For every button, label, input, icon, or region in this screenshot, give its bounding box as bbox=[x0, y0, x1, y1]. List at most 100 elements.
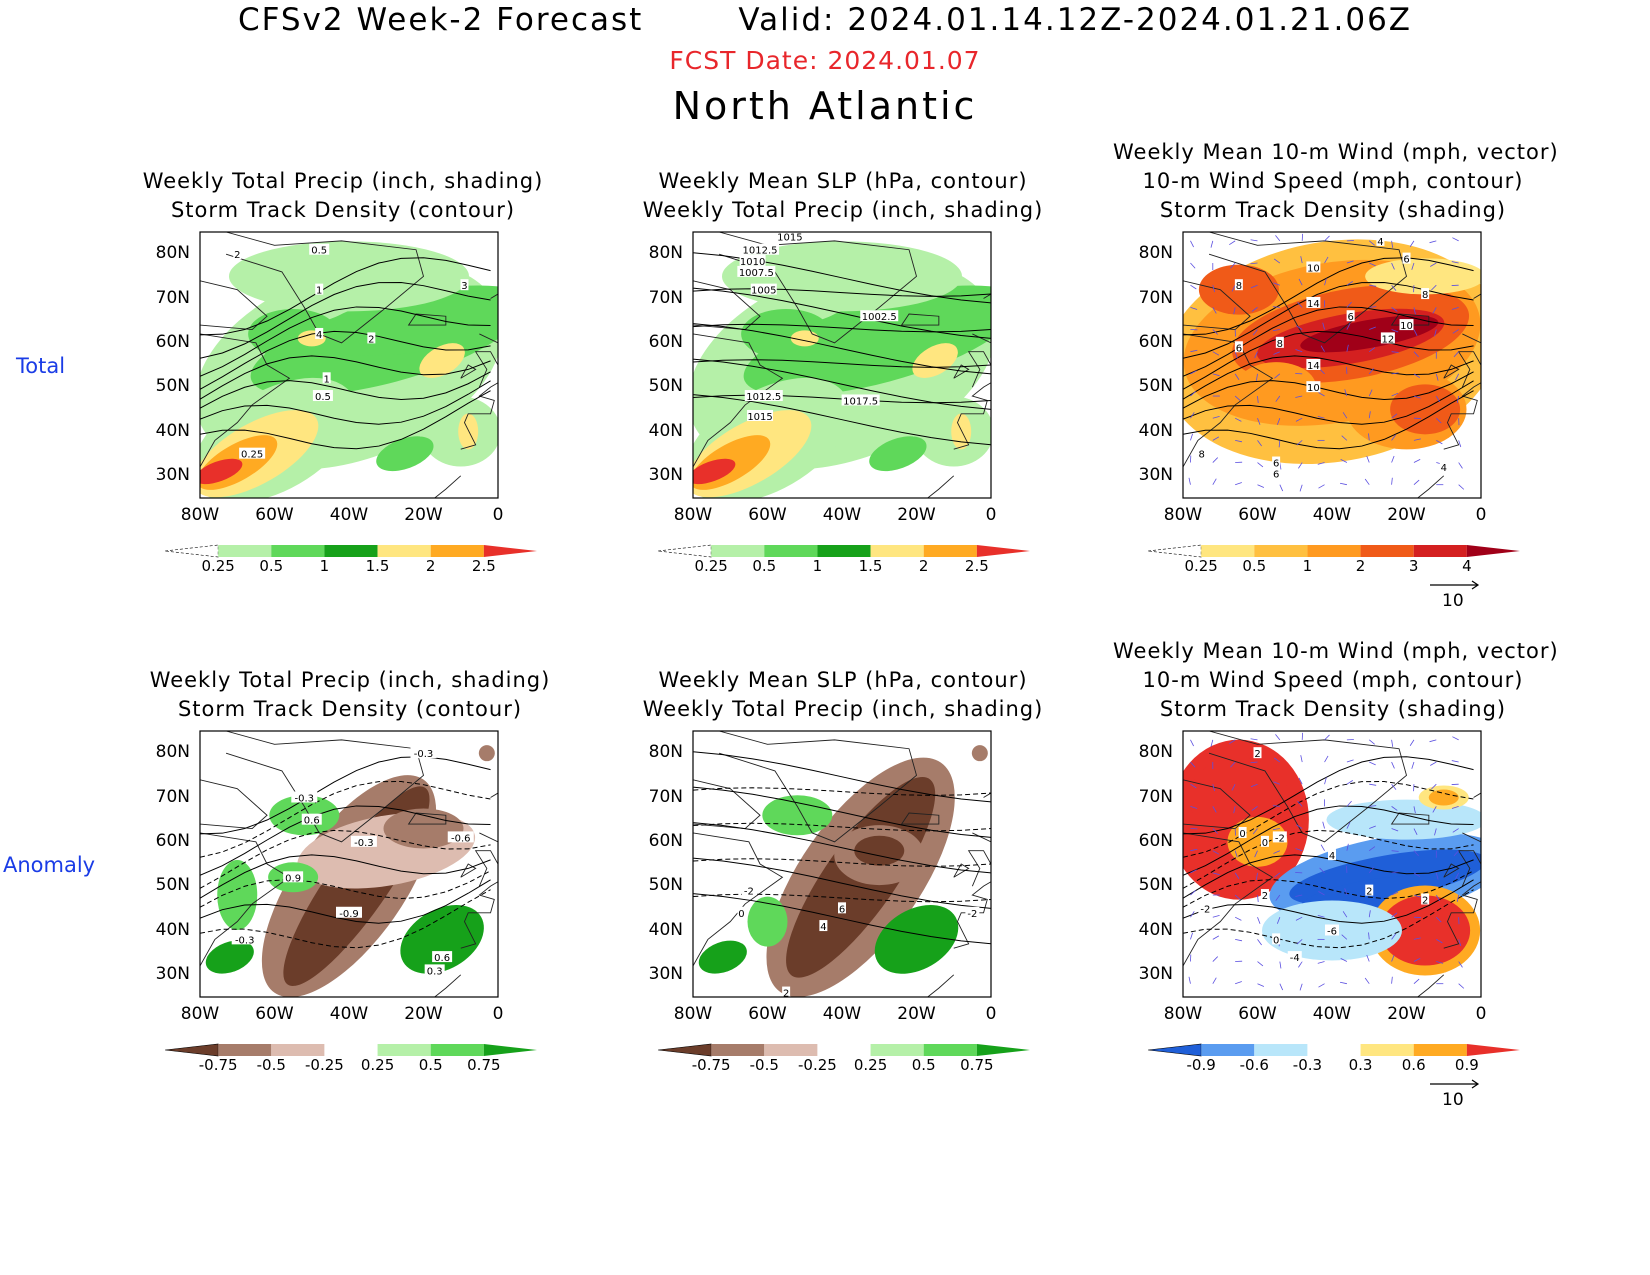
lon-tick-label: 60W bbox=[1238, 1004, 1277, 1024]
wind-vector bbox=[1212, 977, 1217, 984]
contour-label: -2 bbox=[1200, 904, 1210, 915]
contour-line bbox=[693, 302, 991, 333]
lat-tick-label: 60N bbox=[1138, 830, 1173, 851]
colorbar-label: 0.5 bbox=[259, 557, 284, 575]
contour-label: 2 bbox=[1422, 895, 1428, 906]
wind-vector bbox=[1298, 462, 1303, 469]
wind-vector bbox=[1452, 736, 1459, 741]
colorbar-label: 4 bbox=[1462, 557, 1472, 575]
contour-label: 4 bbox=[1329, 851, 1335, 862]
wind-vector bbox=[1413, 373, 1421, 379]
contour-label: 1 bbox=[323, 374, 329, 385]
lon-tick-label: 80W bbox=[1163, 1004, 1203, 1024]
wind-vector bbox=[1295, 395, 1303, 398]
wind-vector bbox=[1233, 307, 1236, 315]
wind-vector bbox=[1276, 418, 1281, 425]
wind-vector bbox=[1272, 828, 1280, 831]
contour-line bbox=[200, 371, 491, 409]
map-frame bbox=[199, 730, 499, 998]
wind-vector bbox=[1324, 256, 1329, 264]
row-label-anomaly: Anomaly bbox=[3, 853, 96, 877]
colorbar-label: -0.25 bbox=[305, 1056, 344, 1074]
colorbar-label: 1.5 bbox=[858, 557, 883, 575]
colorbar-label: 1 bbox=[812, 557, 823, 575]
colorbar-cell bbox=[1307, 545, 1361, 557]
wind-vector bbox=[1369, 783, 1377, 786]
wind-vector bbox=[1391, 806, 1398, 811]
colorbar-cell bbox=[1413, 545, 1467, 557]
contour-line bbox=[200, 854, 491, 899]
colorbar-cell bbox=[377, 545, 431, 557]
contour-label: -0.3 bbox=[414, 749, 434, 760]
contour-line bbox=[1183, 380, 1474, 425]
wind-vector bbox=[1231, 285, 1236, 292]
wind-vector bbox=[1212, 478, 1217, 485]
contour-line bbox=[693, 837, 991, 867]
wind-vector bbox=[1300, 755, 1303, 763]
contour-label: 0 bbox=[738, 909, 744, 920]
wind-vector bbox=[1276, 917, 1281, 924]
contour-label: 1002.5 bbox=[862, 312, 897, 323]
contour-label: 2 bbox=[1254, 749, 1260, 760]
wind-vector bbox=[1295, 349, 1303, 353]
contour-label: -0.6 bbox=[451, 833, 471, 844]
vector-reference-arrow bbox=[1430, 580, 1480, 590]
wind-vector bbox=[1190, 890, 1196, 896]
contour-label: 10 bbox=[1307, 383, 1320, 394]
wind-vector bbox=[1434, 329, 1437, 337]
colorbar-cell bbox=[976, 1044, 1030, 1056]
map-panel: 2 0 0 -2 2 4 -2 2 -6 0 -4 2 bbox=[1182, 730, 1482, 998]
colorbar bbox=[658, 544, 1030, 558]
coastline bbox=[1183, 232, 1481, 498]
wind-vector bbox=[1212, 436, 1220, 441]
wind-vector bbox=[1369, 825, 1376, 829]
contour-label: -0.9 bbox=[339, 909, 359, 920]
wind-vector bbox=[1273, 258, 1281, 264]
wind-vector bbox=[1212, 373, 1220, 377]
contour-line bbox=[1183, 870, 1474, 908]
wind-vector bbox=[1230, 761, 1236, 768]
wind-vector bbox=[1322, 821, 1325, 829]
colorbar-label: 1 bbox=[319, 557, 330, 575]
wind-vector bbox=[1256, 373, 1258, 381]
lat-tick-label: 80N bbox=[155, 742, 190, 763]
wind-vector bbox=[1188, 976, 1191, 984]
contour-labels: 10151012.510101007.510051002.51012.51015… bbox=[737, 232, 899, 423]
colorbar-label: 0.5 bbox=[1242, 557, 1267, 575]
lat-tick-label: 50N bbox=[1138, 875, 1173, 896]
colorbar-label: -0.5 bbox=[749, 1056, 779, 1074]
coastline bbox=[1183, 731, 1481, 997]
wind-vector bbox=[1369, 306, 1377, 308]
contour-label: 4 bbox=[1377, 237, 1383, 248]
contour-label: -0.3 bbox=[295, 794, 315, 805]
wind-vector bbox=[1234, 850, 1238, 858]
lon-tick-label: 20W bbox=[1387, 505, 1426, 525]
contour-label: 10 bbox=[1400, 321, 1413, 332]
lat-tick-label: 80N bbox=[648, 243, 683, 264]
lon-tick-label: 0 bbox=[492, 505, 504, 525]
contour-label: 1005 bbox=[751, 286, 776, 297]
contour-label: 3 bbox=[461, 281, 467, 292]
wind-vector bbox=[1413, 395, 1421, 399]
wind-vector bbox=[1317, 915, 1325, 918]
contour-label: 1 bbox=[316, 286, 322, 297]
contour-label: 2 bbox=[783, 989, 789, 998]
colorbar-label: -0.75 bbox=[691, 1056, 731, 1074]
shade-area bbox=[1390, 384, 1461, 435]
map-frame bbox=[692, 730, 992, 998]
wind-vector bbox=[1451, 306, 1459, 310]
wind-vector bbox=[1212, 850, 1220, 855]
wind-vector bbox=[1391, 850, 1399, 852]
wind-vector bbox=[1212, 935, 1220, 940]
colorbar bbox=[1148, 1043, 1520, 1057]
wind-vector bbox=[1430, 262, 1437, 267]
wind-vector bbox=[1431, 284, 1437, 291]
lat-tick-label: 70N bbox=[155, 287, 190, 308]
colorbar-cell bbox=[271, 545, 325, 557]
contour-label: 2 bbox=[234, 250, 240, 261]
lat-tick-label: 50N bbox=[648, 376, 683, 397]
lat-tick-label: 40N bbox=[1138, 919, 1173, 940]
map-frame bbox=[1182, 231, 1482, 499]
contour-label: 0.3 bbox=[427, 966, 443, 977]
colorbar-label: 0.5 bbox=[418, 1056, 443, 1074]
